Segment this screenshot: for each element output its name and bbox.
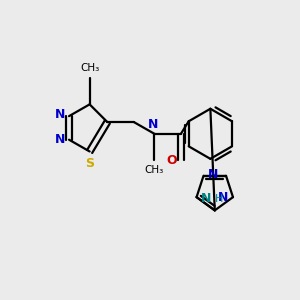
Text: N: N [148,118,158,131]
Text: N: N [218,190,229,204]
Text: CH₃: CH₃ [80,63,99,73]
Text: H: H [214,194,223,204]
Text: N: N [201,192,211,205]
Text: N: N [54,133,65,146]
Text: N: N [54,108,65,121]
Text: O: O [166,154,177,167]
Text: S: S [85,157,94,170]
Text: CH₃: CH₃ [145,165,164,175]
Text: N: N [208,168,218,181]
